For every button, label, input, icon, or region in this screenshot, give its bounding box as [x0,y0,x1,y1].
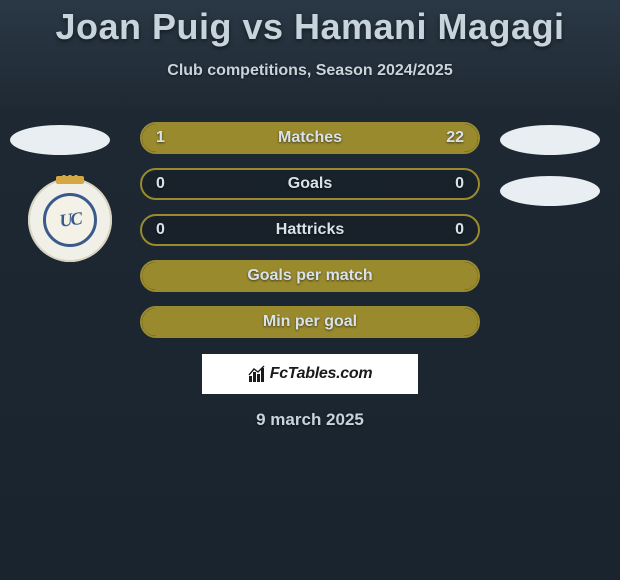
stat-value-left: 1 [156,129,165,147]
crown-icon [56,168,84,184]
date-label: 9 march 2025 [256,410,364,430]
stat-value-left: 0 [156,221,165,239]
branding-text: FcTables.com [270,365,373,383]
stat-label: Min per goal [263,313,357,331]
chart-icon [248,365,266,383]
stat-label: Goals per match [247,267,372,285]
subtitle: Club competitions, Season 2024/2025 [0,62,620,80]
stats-container: 1 22 Matches 0 0 Goals 0 0 Hattricks Goals per ma… [140,122,480,352]
stat-row: Min per goal [140,306,480,338]
stat-row: 0 0 Hattricks [140,214,480,246]
club-left-crest: UC [28,178,112,262]
stat-value-left: 0 [156,175,165,193]
club-right-placeholder [500,176,600,206]
stat-label: Matches [278,129,342,147]
player-right-placeholder [500,125,600,155]
stat-value-right: 0 [455,221,464,239]
page-title: Joan Puig vs Hamani Magagi [0,0,620,48]
stat-value-right: 22 [446,129,464,147]
stat-row: 1 22 Matches [140,122,480,154]
player-left-placeholder [10,125,110,155]
stat-fill-left [142,124,156,152]
stat-row: 0 0 Goals [140,168,480,200]
crest-letters: UC [58,208,82,232]
stat-row: Goals per match [140,260,480,292]
branding-badge[interactable]: FcTables.com [202,354,418,394]
stat-label: Goals [288,175,332,193]
stat-label: Hattricks [276,221,344,239]
stat-value-right: 0 [455,175,464,193]
